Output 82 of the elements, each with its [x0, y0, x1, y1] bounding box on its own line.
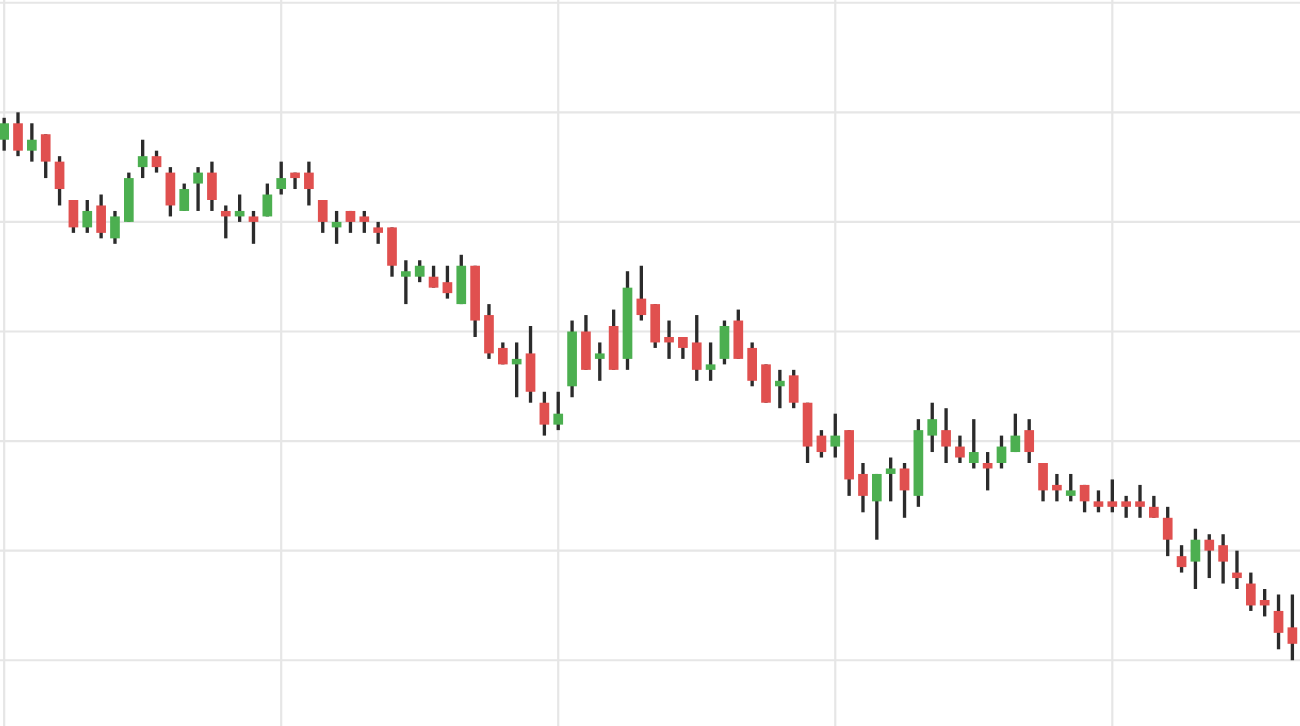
candlestick: [193, 165, 203, 213]
candlestick: [220, 203, 231, 241]
candlestick: [996, 433, 1007, 471]
candlestick: [401, 258, 411, 306]
candlestick: [82, 198, 93, 235]
candlestick: [636, 264, 647, 323]
candlestick: [262, 181, 273, 219]
candlestick: [248, 209, 259, 246]
candlestick: [1135, 483, 1145, 520]
candlestick: [968, 417, 979, 471]
candlestick: [123, 170, 134, 224]
candlestick: [1204, 532, 1215, 580]
candlestick: [719, 318, 730, 367]
candlestick: [594, 340, 605, 383]
candlestick: [1024, 417, 1035, 465]
candlestick: [761, 362, 771, 405]
candlestick: [484, 302, 494, 361]
candlestick: [165, 165, 176, 219]
candlestick: [747, 340, 758, 388]
candlestick: [207, 159, 217, 213]
candlestick: [1273, 592, 1284, 651]
candlestick: [775, 368, 785, 410]
candlestick: [151, 149, 162, 175]
candlestick: [1259, 587, 1270, 619]
candlestick: [608, 307, 619, 372]
candlestick: [899, 461, 910, 520]
candlestick: [525, 324, 536, 405]
candlestick: [650, 302, 661, 350]
candlestick: [428, 264, 439, 290]
candlestick: [276, 159, 287, 197]
candlestick: [830, 412, 841, 460]
candlestick: [1149, 494, 1159, 520]
candlestick: [1232, 548, 1242, 591]
candlestick: [1052, 472, 1062, 504]
candlestick: [581, 313, 591, 372]
candlestick: [885, 455, 896, 504]
candlestick: [1079, 483, 1090, 514]
candlestick: [691, 313, 702, 383]
candlestick: [1176, 543, 1187, 575]
candlestick: [96, 192, 106, 241]
candlestick: [359, 209, 370, 235]
candlestick: [456, 253, 467, 306]
candlestick: [941, 406, 951, 465]
candlestick: [816, 428, 827, 460]
candlestick: [927, 401, 938, 454]
candlestick: [1287, 592, 1298, 662]
candlestick: [304, 159, 314, 208]
candlestick: [1038, 461, 1048, 504]
candlestick: [1065, 472, 1076, 504]
candlestick: [373, 220, 383, 246]
candlestick: [1010, 412, 1021, 454]
candlestick: [387, 225, 397, 279]
candlestick: [13, 110, 23, 158]
candlestick: [664, 318, 674, 361]
candlestick: [1162, 505, 1173, 558]
candlestick: [511, 340, 522, 399]
candlestick: [705, 340, 716, 383]
candlestick: [1093, 488, 1104, 514]
candlestick: [442, 264, 453, 301]
candlestick: [802, 401, 813, 465]
candlestick: [414, 258, 425, 284]
candlestick: [1218, 532, 1228, 586]
candlestick: [553, 390, 564, 432]
candlestick: [733, 307, 744, 361]
candlestick: [110, 209, 120, 246]
candlestick: [27, 121, 37, 164]
candlestick: [871, 472, 882, 542]
candlestick: [1245, 570, 1256, 613]
candlestick: [317, 198, 328, 235]
candlestick: [68, 198, 79, 235]
candlestick: [40, 132, 51, 180]
candlestick: [137, 138, 148, 180]
candlestick: [858, 461, 868, 514]
candlestick: [179, 181, 190, 213]
candlestick: [955, 433, 965, 465]
candlestick: [54, 154, 65, 208]
candlestick: [788, 368, 799, 410]
candlestick: [1121, 494, 1132, 520]
candlestick: [1107, 477, 1118, 514]
candlestick: [0, 116, 9, 153]
candlestick: [539, 390, 550, 438]
candlestick: [1190, 527, 1201, 591]
